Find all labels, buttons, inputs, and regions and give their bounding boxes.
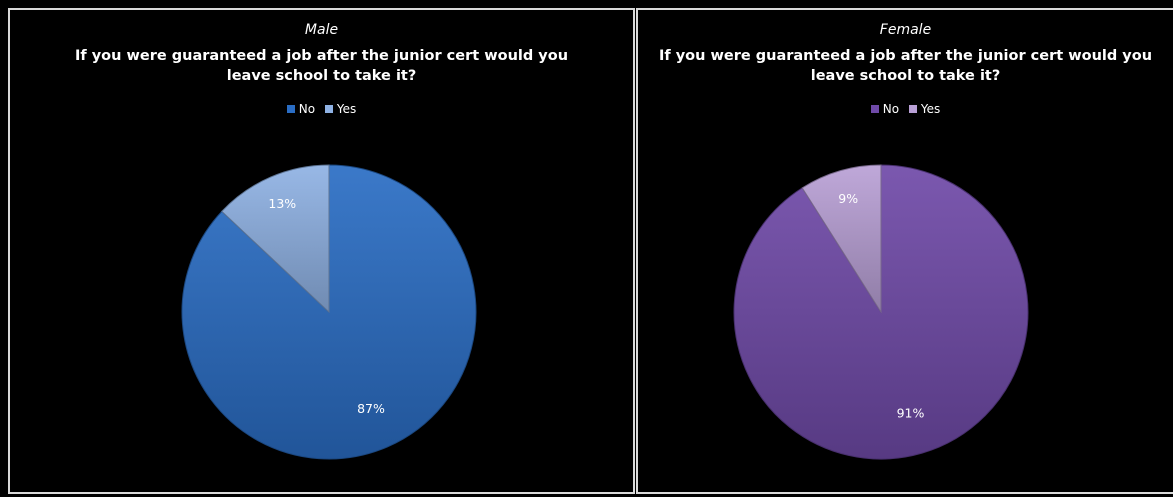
pie-chart-male: 87% 13% <box>181 164 477 460</box>
chart-title: If you were guaranteed a job after the j… <box>10 46 633 86</box>
legend-item-yes: Yes <box>324 102 357 116</box>
data-label-yes: 9% <box>838 191 858 206</box>
pie-slice-no <box>733 164 1029 460</box>
legend-label-no: No <box>882 102 900 116</box>
chart-panel-male: Male If you were guaranteed a job after … <box>8 8 635 494</box>
chart-legend: No Yes <box>10 102 633 116</box>
legend-swatch-yes <box>324 105 333 113</box>
legend-label-yes: Yes <box>920 102 941 116</box>
chart-title-line: leave school to take it? <box>226 68 417 84</box>
chart-subtitle: Female <box>879 22 932 38</box>
legend-label-no: No <box>298 102 316 116</box>
pie-slice-yes <box>801 164 882 314</box>
data-label-no: 91% <box>897 406 925 421</box>
chart-title: If you were guaranteed a job after the j… <box>638 46 1173 86</box>
legend-swatch-yes <box>908 105 917 113</box>
legend-swatch-no <box>870 105 879 113</box>
chart-legend: No Yes <box>638 102 1173 116</box>
legend-item-no: No <box>870 102 900 116</box>
legend-swatch-no <box>286 105 295 113</box>
chart-panel-female: Female If you were guaranteed a job afte… <box>636 8 1173 494</box>
data-label-yes: 13% <box>268 196 296 211</box>
legend-label-yes: Yes <box>336 102 357 116</box>
chart-title-line: If you were guaranteed a job after the j… <box>658 48 1153 64</box>
legend-item-no: No <box>286 102 316 116</box>
chart-title-line: If you were guaranteed a job after the j… <box>74 48 569 64</box>
data-label-no: 87% <box>357 401 385 416</box>
chart-subtitle: Male <box>304 22 339 38</box>
pie-chart-female: 91% 9% <box>733 164 1029 460</box>
pie-slice-yes <box>221 164 330 314</box>
chart-title-line: leave school to take it? <box>810 68 1001 84</box>
legend-item-yes: Yes <box>908 102 941 116</box>
